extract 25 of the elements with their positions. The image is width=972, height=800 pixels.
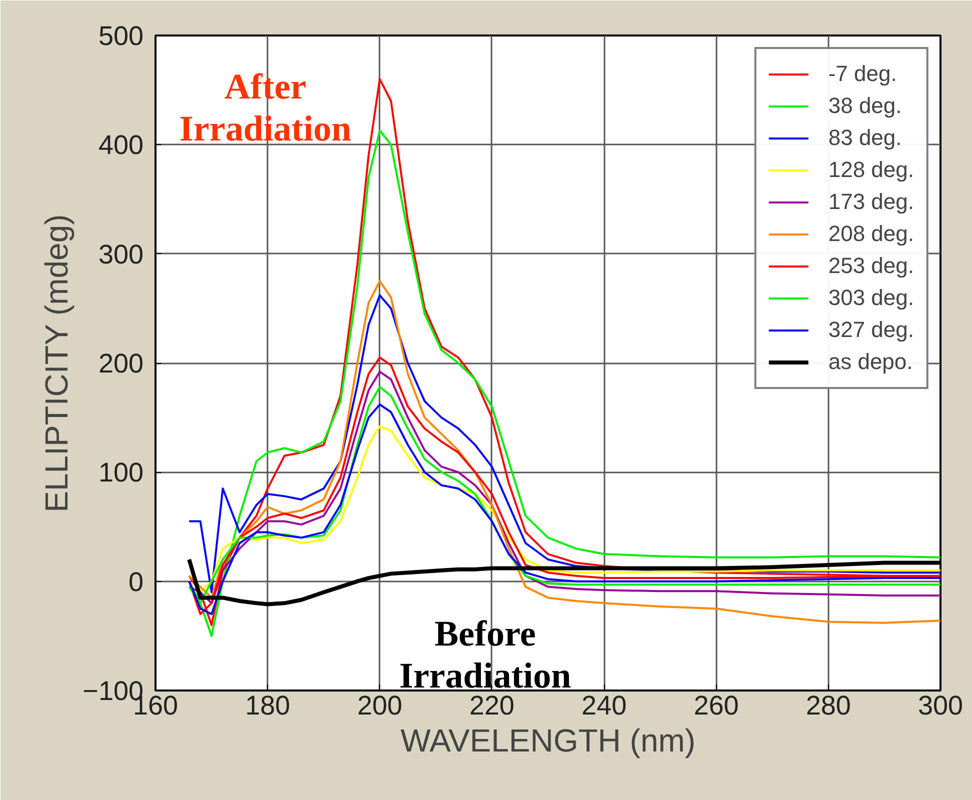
- legend-label: 303 deg.: [828, 285, 914, 311]
- x-tick-label: 200: [357, 690, 402, 720]
- x-tick-label: 280: [806, 690, 851, 720]
- x-axis-title: WAVELENGTH (nm): [400, 722, 696, 758]
- y-tick-label: 100: [98, 458, 144, 488]
- legend-label: as depo.: [828, 349, 913, 375]
- x-tick-label: 180: [245, 690, 290, 720]
- legend-label: 173 deg.: [828, 189, 914, 215]
- x-tick-label: 260: [694, 690, 739, 720]
- legend-label: 253 deg.: [828, 253, 914, 279]
- y-tick-label: 200: [98, 348, 144, 378]
- y-tick-label: 400: [98, 130, 144, 160]
- y-tick-label: 500: [98, 21, 144, 51]
- legend-label: 128 deg.: [828, 157, 914, 183]
- x-tick-label: 240: [582, 690, 627, 720]
- y-axis-title: ELLIPTICITY (mdeg): [38, 214, 75, 512]
- legend-label: 38 deg.: [828, 93, 902, 119]
- legend-label: -7 deg.: [828, 61, 897, 87]
- legend-label: 83 deg.: [828, 125, 902, 151]
- y-tick-label: 300: [98, 239, 144, 270]
- x-tick-label: 220: [469, 690, 514, 720]
- y-tick-label: 0: [128, 566, 144, 597]
- legend-label: 327 deg.: [828, 317, 914, 343]
- x-tick-label: 300: [918, 690, 964, 720]
- legend-label: 208 deg.: [828, 221, 914, 247]
